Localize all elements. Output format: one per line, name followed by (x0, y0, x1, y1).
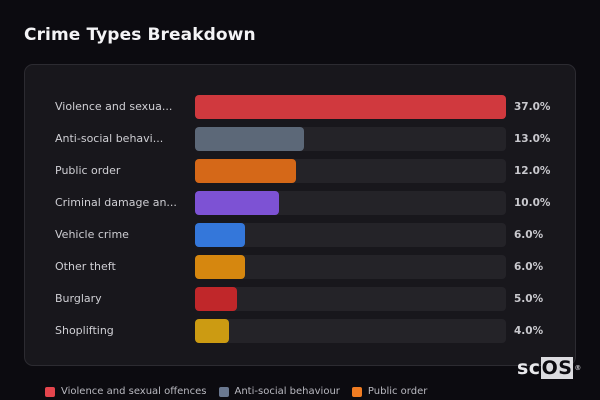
bar-label: Burglary (55, 292, 102, 305)
bar-track (195, 191, 506, 215)
bar-value: 13.0% (514, 133, 551, 145)
legend-item[interactable]: Violence and sexual offences (45, 386, 207, 397)
bar-label: Vehicle crime (55, 228, 129, 241)
legend-label: Public order (367, 386, 428, 397)
bar-row: Other theft 6.0% (25, 255, 575, 279)
legend-swatch (351, 386, 362, 397)
bar-value: 12.0% (514, 165, 551, 177)
registered-mark: ® (574, 364, 582, 372)
bar-label: Criminal damage an... (55, 196, 177, 209)
legend-label: Violence and sexual offences (61, 386, 207, 397)
bar-row: Public order 12.0% (25, 159, 575, 183)
bar-value: 10.0% (514, 197, 551, 209)
bar[interactable] (195, 95, 506, 119)
brand-text: sc (517, 357, 541, 379)
bar-label: Public order (55, 164, 121, 177)
legend-swatch (218, 386, 229, 397)
bar-track (195, 319, 506, 343)
bar[interactable] (195, 191, 279, 215)
bar-row: Shoplifting 4.0% (25, 319, 575, 343)
bar-track (195, 127, 506, 151)
legend-swatch (45, 386, 55, 397)
brand-logo: scOS ® (517, 357, 582, 379)
bar-row: Burglary 5.0% (25, 287, 575, 311)
bar[interactable] (195, 223, 245, 247)
chart-legend: Violence and sexual offences Anti-social… (45, 386, 427, 397)
bar-value: 37.0% (514, 101, 551, 113)
bar-label: Anti-social behavi... (55, 132, 164, 145)
bar-label: Shoplifting (55, 324, 114, 337)
bar-label: Violence and sexua... (55, 100, 173, 113)
bar-track (195, 287, 506, 311)
bar-row: Violence and sexua... 37.0% (25, 95, 575, 119)
bar[interactable] (195, 319, 229, 343)
bar-value: 6.0% (514, 229, 544, 241)
bar-row: Anti-social behavi... 13.0% (25, 127, 575, 151)
bar-label: Other theft (55, 260, 116, 273)
chart-card: Violence and sexua... 37.0% Anti-social … (24, 64, 576, 366)
bar[interactable] (195, 255, 245, 279)
bar-track (195, 255, 506, 279)
bar-track (195, 95, 506, 119)
bar-value: 6.0% (514, 261, 544, 273)
bar[interactable] (195, 287, 237, 311)
brand-text-highlight: OS (540, 357, 574, 379)
bar-row: Criminal damage an... 10.0% (25, 191, 575, 215)
bar[interactable] (195, 127, 304, 151)
bar-track (195, 223, 506, 247)
bar-row: Vehicle crime 6.0% (25, 223, 575, 247)
bar-value: 4.0% (514, 325, 544, 337)
legend-item[interactable]: Public order (351, 386, 428, 397)
legend-item[interactable]: Anti-social behaviour (218, 386, 340, 397)
bar-value: 5.0% (514, 293, 544, 305)
bar[interactable] (195, 159, 296, 183)
bar-track (195, 159, 506, 183)
page-title: Crime Types Breakdown (24, 25, 256, 45)
legend-label: Anti-social behaviour (234, 386, 340, 397)
